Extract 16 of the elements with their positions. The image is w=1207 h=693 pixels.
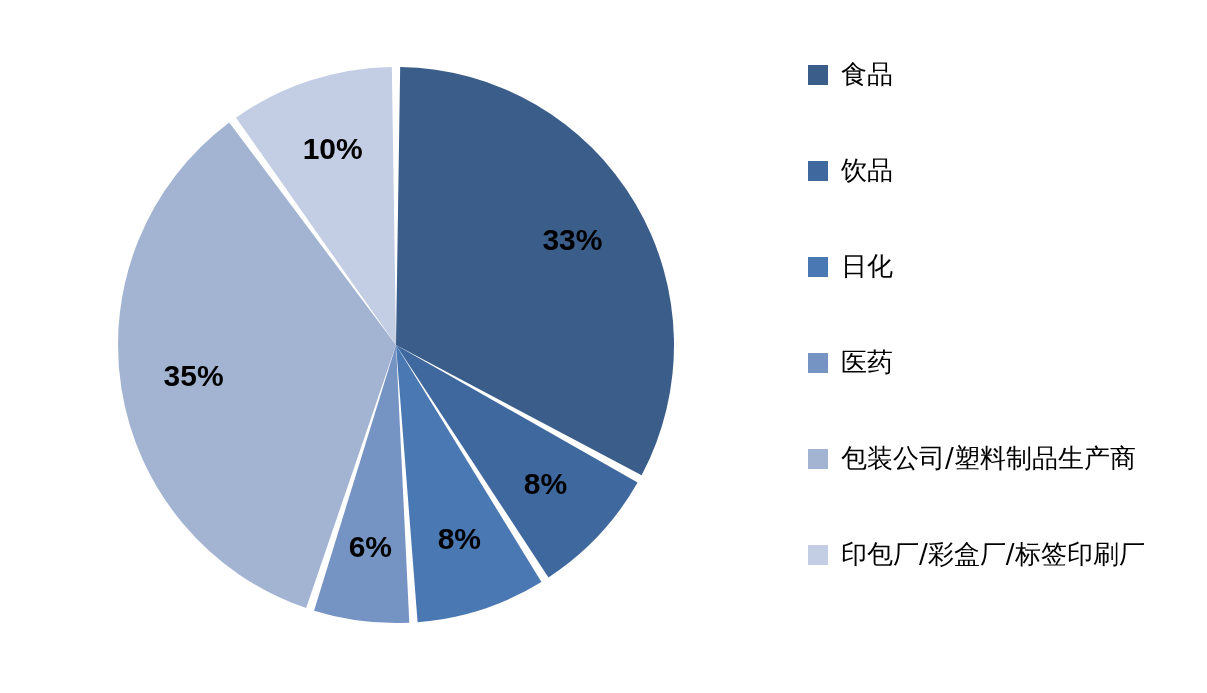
data-label: 33% <box>542 222 603 256</box>
legend-label: 食品 <box>841 59 893 89</box>
pie-slice <box>396 345 638 578</box>
pie-slice <box>235 67 396 345</box>
data-label: 10% <box>302 132 363 166</box>
legend-label: 医药 <box>841 347 893 377</box>
legend-label: 包装公司/塑料制品生产商 <box>841 443 1136 473</box>
data-label: 35% <box>163 359 224 393</box>
legend-label: 日化 <box>841 251 893 281</box>
data-label: 8% <box>437 521 482 555</box>
legend-label: 印包厂/彩盒厂/标签印刷厂 <box>841 539 1145 569</box>
data-label: 8% <box>523 467 568 501</box>
legend-label: 饮品 <box>840 155 893 185</box>
pie-slice <box>396 67 674 476</box>
pie-slice <box>118 122 396 609</box>
data-label: 6% <box>348 530 392 564</box>
